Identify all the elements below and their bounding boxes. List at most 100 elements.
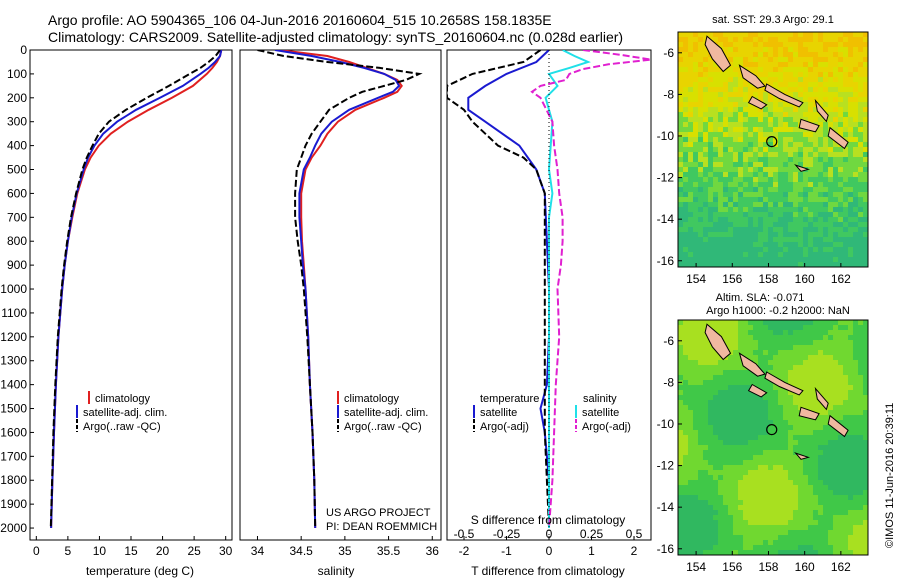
difference-xlabel-top: S difference from climatology [471,513,626,527]
depth-tick-label: 1600 [0,425,27,439]
depth-tick-label: 900 [7,258,27,272]
header-line1: Argo profile: AO 5904365_106 04-Jun-2016… [48,12,552,28]
island-shape [827,126,849,150]
salinity-diff-tick-label: 0.5 [626,527,643,541]
temperature-legend: climatology satellite-adj. clim. Argo(..… [76,391,167,433]
lon-tick-label: 162 [831,560,851,574]
depth-tick-label: 100 [7,67,27,81]
depth-axis: 0 100 200 300 400 500 600 700 800 900 1000 1100 1200… [0,43,34,535]
lon-tick-label: 156 [722,272,742,286]
difference-panel: -2 -1 0 1 2 -0.5 -0.25 0 0.25 0.5 [447,50,651,558]
sla-map-title: Altim. SLA: -0.071 [716,292,805,304]
salinity-diff-tick-label: 0 [546,527,553,541]
island-shape [827,414,849,438]
lat-tick-label: -12 [657,171,675,185]
lat-tick-label: -16 [657,542,675,556]
island-shape [814,386,829,411]
sst-map-axes: 154 156 158 160 162 -6 -8 -10 -12 -14 -16 [657,46,852,286]
lat-tick-label: -10 [657,417,675,431]
x-tick-label: 2 [631,544,638,558]
sst-map [678,32,868,267]
depth-tick-label: 1800 [0,473,27,487]
series-line-satellite [50,50,223,529]
sla-map-subtitle: Argo h1000: -0.2 h2000: NaN [706,305,850,317]
lat-tick-label: -14 [657,212,675,226]
temperature-panel: 0 5 10 15 20 25 30 [33,50,233,558]
depth-tick-label: 1900 [0,497,27,511]
series-line-climatology [279,50,403,529]
lat-tick-label: -12 [657,459,675,473]
salinity-diff-tick-label: -0.25 [493,527,521,541]
sla-map [678,320,868,555]
island-shape [814,98,829,123]
depth-tick-label: 1300 [0,354,27,368]
lon-tick-label: 158 [758,272,778,286]
depth-tick-label: 1000 [0,282,27,296]
depth-tick-label: 600 [7,186,27,200]
legend-label-satellite: satellite-adj. clim. [83,407,167,419]
x-tick-label: 36 [426,544,440,558]
sla-map-axes: 154 156 158 160 162 -6 -8 -10 -12 -14 -16 [657,334,852,574]
lat-tick-label: -10 [657,129,675,143]
island-shape [747,383,768,398]
lon-tick-label: 160 [795,272,815,286]
series-line-t-satellite [467,50,550,528]
x-tick-label: 0 [546,544,553,558]
salinity-diff-tick-label: 0.25 [580,527,604,541]
lon-tick-label: 162 [831,272,851,286]
difference-legend: temperature salinity satellite Argo(-adj… [473,393,631,433]
lat-tick-label: -8 [663,375,674,389]
lat-tick-label: -16 [657,254,675,268]
x-tick-label: 5 [65,544,72,558]
legend-label-satellite: satellite-adj. clim. [344,407,428,419]
sla-map-frame [677,319,869,556]
island-shape [764,371,804,396]
x-tick-label: -1 [501,544,512,558]
sst-map-frame [677,31,869,268]
salinity-panel: 34 34.5 35 35.5 36 [251,50,439,558]
salinity-diff-tick-label: -0.5 [454,527,475,541]
depth-tick-label: 500 [7,163,27,177]
series-line-satellite [274,50,401,529]
legend-label-climatology: climatology [344,393,400,405]
lat-tick-label: -14 [657,500,675,514]
lon-tick-label: 154 [686,272,706,286]
x-tick-label: 34 [251,544,265,558]
credit-text: ©IMOS 11-Jun-2016 20:39:11 [884,403,896,548]
island-shape [798,406,820,421]
depth-tick-label: 1400 [0,378,27,392]
x-tick-label: 30 [219,544,233,558]
depth-tick-label: 700 [7,210,27,224]
legend-label-t-argo: Argo(-adj) [480,421,529,433]
depth-tick-label: 800 [7,234,27,248]
x-tick-label: 35.5 [377,544,401,558]
legend-header-temperature: temperature [480,393,539,405]
depth-tick-label: 1500 [0,402,27,416]
island-shape [704,35,732,73]
salinity-panel-frame [239,49,442,541]
lon-tick-label: 154 [686,560,706,574]
lon-tick-label: 156 [722,560,742,574]
lon-tick-label: 158 [758,560,778,574]
argo-position-marker [766,135,778,148]
depth-tick-label: 1200 [0,330,27,344]
project-annotation: US ARGO PROJECT [326,507,431,519]
depth-tick-label: 300 [7,115,27,129]
depth-tick-label: 400 [7,139,27,153]
x-tick-label: 20 [156,544,170,558]
depth-tick-label: 1700 [0,449,27,463]
legend-header-salinity: salinity [583,393,617,405]
depth-tick-label: 0 [20,43,27,57]
island-shape [764,83,804,108]
x-tick-label: 0 [33,544,40,558]
legend-label-s-satellite: satellite [582,407,619,419]
depth-tick-label: 1100 [1,306,27,320]
island-shape [794,164,811,172]
series-line-argo [257,50,423,529]
x-tick-label: 35 [338,544,352,558]
series-line-climatology [50,50,223,529]
island-shape [798,118,820,133]
island-shape [747,95,768,110]
island-shape [738,64,766,89]
island-shape [704,323,732,361]
